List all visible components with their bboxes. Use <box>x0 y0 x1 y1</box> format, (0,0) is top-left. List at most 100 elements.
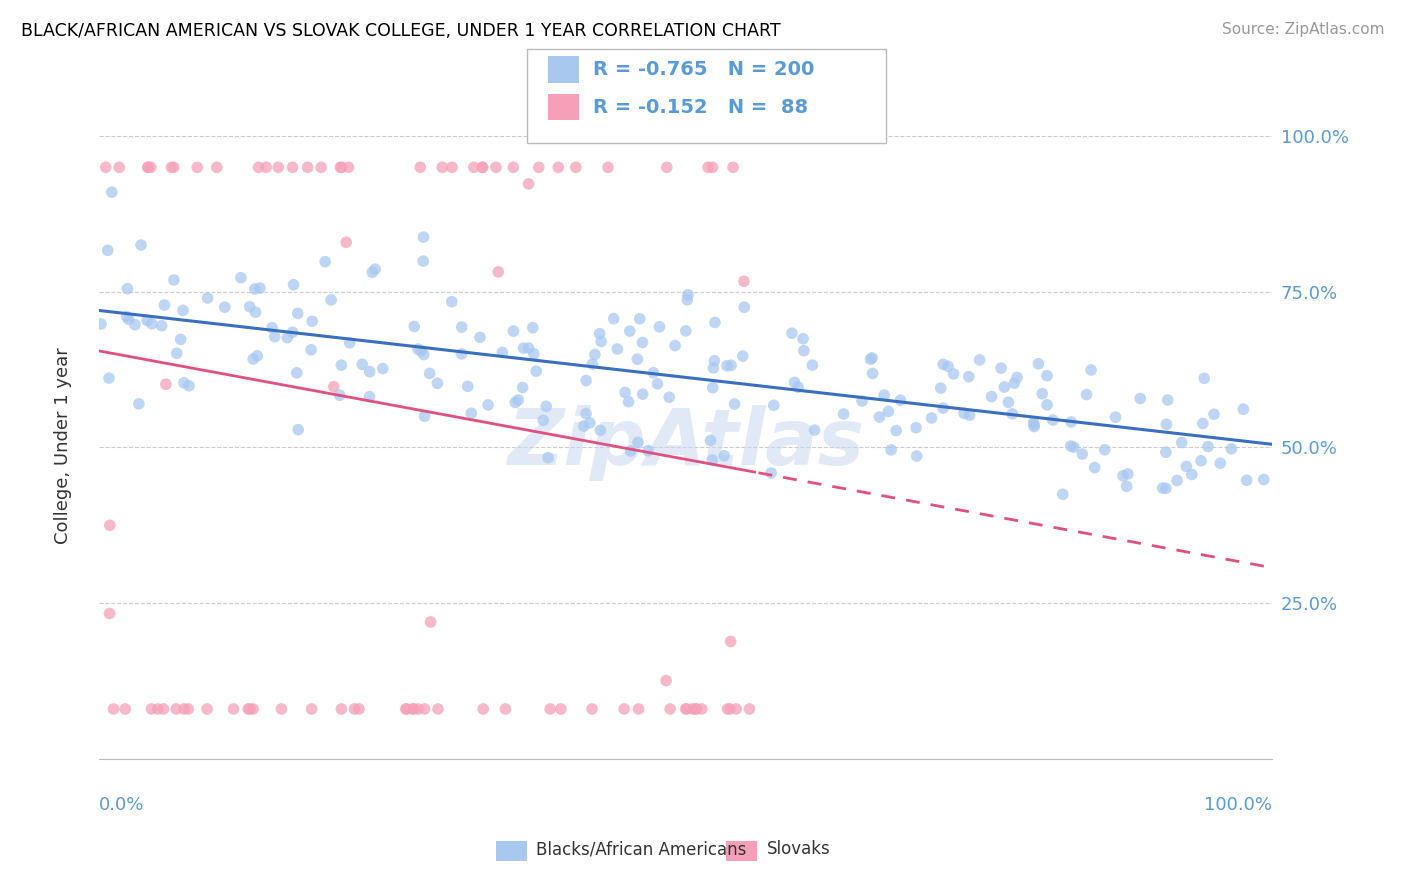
Point <box>172 303 194 318</box>
Point <box>953 406 976 420</box>
Point <box>322 380 344 394</box>
Point <box>267 161 290 175</box>
Point <box>471 161 494 175</box>
Point <box>664 338 686 352</box>
Text: BLACK/AFRICAN AMERICAN VS SLOVAK COLLEGE, UNDER 1 YEAR CORRELATION CHART: BLACK/AFRICAN AMERICAN VS SLOVAK COLLEGE… <box>21 22 780 40</box>
Point <box>1022 417 1045 432</box>
Point <box>524 364 547 378</box>
Point <box>716 359 738 373</box>
Point <box>281 161 304 175</box>
Point <box>395 702 418 716</box>
Point <box>440 161 463 175</box>
Point <box>884 424 907 438</box>
Point <box>720 359 742 373</box>
Point <box>1005 370 1028 384</box>
Point <box>335 235 357 250</box>
Point <box>450 347 472 361</box>
Point <box>1002 376 1025 391</box>
Point <box>276 330 298 344</box>
Point <box>655 161 678 175</box>
Point <box>531 413 554 427</box>
Point <box>929 381 952 395</box>
Point <box>1052 487 1074 501</box>
Point <box>173 376 195 390</box>
Point <box>502 324 524 338</box>
Point <box>620 444 643 458</box>
Text: Slovaks: Slovaks <box>768 840 831 858</box>
Point <box>832 407 855 421</box>
Point <box>177 702 200 716</box>
Point <box>361 265 384 279</box>
Point <box>738 702 761 716</box>
Point <box>502 161 524 175</box>
Point <box>851 394 873 409</box>
Point <box>1036 398 1059 412</box>
Point <box>905 420 928 434</box>
Point <box>1152 481 1174 495</box>
Point <box>100 185 122 199</box>
Point <box>1175 459 1198 474</box>
Point <box>1154 481 1177 495</box>
Point <box>160 161 183 175</box>
Point <box>247 161 270 175</box>
Point <box>637 443 659 458</box>
Point <box>659 702 682 716</box>
Point <box>301 702 323 716</box>
Point <box>759 466 782 480</box>
Point <box>803 423 825 437</box>
Point <box>406 342 429 356</box>
Point <box>432 161 454 175</box>
Point <box>1189 454 1212 468</box>
Point <box>647 376 669 391</box>
Point <box>460 406 482 420</box>
Point <box>419 615 441 629</box>
Point <box>523 347 546 361</box>
Point <box>1084 460 1107 475</box>
Point <box>686 702 709 716</box>
Point <box>117 312 139 326</box>
Text: Blacks/African Americans: Blacks/African Americans <box>537 840 747 858</box>
Point <box>873 388 896 402</box>
Text: Source: ZipAtlas.com: Source: ZipAtlas.com <box>1222 22 1385 37</box>
Point <box>702 453 724 467</box>
Point <box>124 318 146 332</box>
Point <box>626 352 648 367</box>
Point <box>1094 442 1116 457</box>
Point <box>658 390 681 404</box>
Point <box>163 273 186 287</box>
Point <box>242 702 264 716</box>
Point <box>932 357 955 371</box>
Point <box>575 407 598 421</box>
Point <box>229 270 252 285</box>
Point <box>1076 387 1098 401</box>
Point <box>98 607 121 621</box>
Point <box>1192 371 1215 385</box>
Point <box>877 404 900 418</box>
Point <box>880 442 903 457</box>
Point <box>115 310 138 324</box>
Point <box>249 281 271 295</box>
Point <box>314 254 336 268</box>
Point <box>1036 368 1059 383</box>
Point <box>103 702 125 716</box>
Point <box>905 449 928 463</box>
Point <box>522 320 544 334</box>
Point <box>565 161 588 175</box>
Point <box>495 702 517 716</box>
Point <box>141 317 163 331</box>
Point <box>1080 363 1102 377</box>
Point <box>150 318 173 333</box>
Point <box>628 311 651 326</box>
Point <box>703 353 725 368</box>
Point <box>1112 468 1135 483</box>
Point <box>1170 435 1192 450</box>
Point <box>1236 473 1258 487</box>
Point <box>713 449 735 463</box>
Point <box>527 161 550 175</box>
Point <box>242 351 264 366</box>
Point <box>936 359 959 374</box>
Point <box>643 366 665 380</box>
Point <box>254 161 277 175</box>
Point <box>283 277 305 292</box>
Point <box>862 367 884 381</box>
